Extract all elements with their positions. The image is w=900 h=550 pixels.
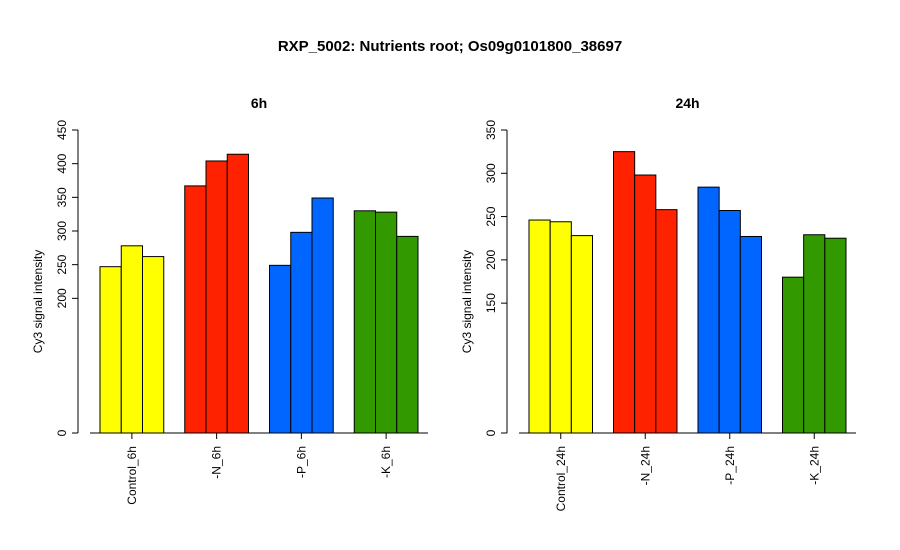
bar — [655, 209, 678, 434]
figure-title: RXP_5002: Nutrients root; Os09g0101800_3… — [277, 38, 623, 55]
y-tick-label: 200 — [55, 288, 69, 308]
y-tick-label: 250 — [484, 206, 498, 226]
bar — [226, 153, 249, 434]
y-tick-label: 400 — [55, 153, 69, 173]
bar — [396, 235, 419, 434]
chart-panel-0: 6h Cy3 signal intensity 0 200 250 300 350 400 45… — [31, 95, 428, 505]
y-tick-label: 350 — [55, 187, 69, 207]
bar — [549, 221, 572, 434]
chart-title: 6h — [251, 95, 267, 111]
y-tick-label: 200 — [484, 250, 498, 270]
x-tick-label: -K_24h — [807, 446, 821, 485]
bar — [99, 266, 122, 434]
bar — [782, 276, 805, 434]
x-tick-label: Control_6h — [125, 446, 139, 505]
x-tick-label: Control_24h — [554, 446, 568, 511]
bar — [311, 197, 334, 434]
y-tick-label: 150 — [484, 293, 498, 313]
bar — [697, 186, 720, 434]
bar — [269, 264, 292, 434]
bar — [570, 235, 593, 434]
chart-title: 24h — [675, 95, 699, 111]
chart-panel-1: 24h Cy3 signal intensity 0 150 200 250 300 350 C… — [460, 95, 856, 511]
bar — [718, 210, 741, 434]
x-tick-label: -N_24h — [638, 446, 652, 485]
bar — [824, 237, 847, 434]
y-tick-label: 300 — [55, 221, 69, 241]
y-axis-label: Cy3 signal intensity — [31, 250, 45, 353]
bar — [528, 219, 551, 434]
x-tick-label: -N_6h — [210, 446, 224, 479]
bar — [205, 160, 228, 434]
y-tick-label: 300 — [484, 163, 498, 183]
y-tick-label: 250 — [55, 254, 69, 274]
x-tick-label: -P_24h — [723, 446, 737, 485]
y-tick-label: 450 — [55, 120, 69, 140]
bar — [142, 256, 165, 434]
y-tick-label: 350 — [484, 120, 498, 140]
x-tick-label: -K_6h — [379, 446, 393, 478]
bar — [120, 245, 143, 434]
bar — [290, 231, 313, 434]
bar — [353, 210, 376, 434]
y-tick-label: 0 — [55, 429, 69, 436]
y-axis-label: Cy3 signal intensity — [460, 250, 474, 353]
bar — [613, 151, 636, 434]
bar — [184, 185, 207, 434]
bar — [375, 211, 398, 434]
y-tick-label: 0 — [484, 429, 498, 436]
bar — [634, 174, 657, 434]
bar — [803, 234, 826, 434]
bar — [739, 235, 762, 434]
x-tick-label: -P_6h — [294, 446, 308, 478]
